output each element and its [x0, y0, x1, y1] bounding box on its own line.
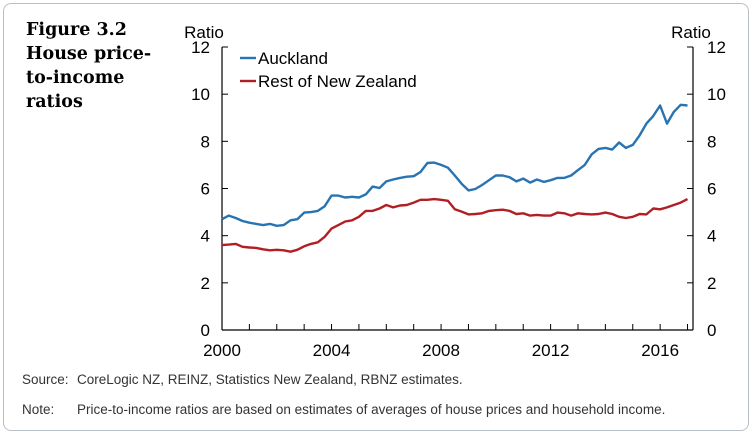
y-axis-label-left: Ratio: [184, 23, 224, 42]
y-tick-label-left: 10: [191, 85, 210, 104]
y-tick-label-right: 0: [707, 321, 716, 340]
figure-number: Figure 3.2: [26, 20, 127, 40]
source-row: Source: CoreLogic NZ, REINZ, Statistics N…: [22, 372, 665, 394]
y-tick-label-right: 8: [707, 132, 716, 151]
figure-title: Figure 3.2 House price-to-income ratios: [26, 18, 176, 114]
series-line-rest-of-new-zealand: [221, 197, 689, 253]
y-tick-label-left: 0: [201, 321, 210, 340]
note-text: Price-to-income ratios are based on esti…: [77, 402, 666, 417]
source-label: Source:: [22, 372, 69, 387]
chart-series: [221, 103, 689, 253]
figure-title-text: House price-to-income ratios: [26, 44, 152, 112]
x-tick-label: 2012: [532, 341, 570, 360]
y-tick-label-left: 4: [201, 227, 210, 246]
y-tick-label-right: 12: [707, 38, 726, 57]
chart-legend: Auckland Rest of New Zealand: [240, 49, 417, 91]
figure-notes: Source: CoreLogic NZ, REINZ, Statistics N…: [22, 372, 665, 424]
y-tick-label-right: 2: [707, 274, 716, 293]
y-tick-label-left: 2: [201, 274, 210, 293]
y-axis-label-right: Ratio: [671, 23, 711, 42]
x-tick-label: 2008: [422, 341, 460, 360]
x-tick-label: 2004: [313, 341, 351, 360]
y-tick-label-right: 6: [707, 180, 716, 199]
series-line-auckland: [221, 103, 688, 227]
x-tick-label: 2000: [203, 341, 241, 360]
y-tick-label-right: 4: [707, 227, 716, 246]
y-tick-label-left: 6: [201, 180, 210, 199]
x-tick-label: 2016: [641, 341, 679, 360]
y-tick-label-right: 10: [707, 85, 726, 104]
y-tick-label-left: 8: [201, 132, 210, 151]
source-text: CoreLogic NZ, REINZ, Statistics New Zeal…: [77, 372, 463, 387]
legend-label: Rest of New Zealand: [258, 72, 417, 91]
y-tick-label-left: 12: [191, 38, 210, 57]
note-label: Note:: [22, 402, 55, 417]
note-row: Note: Price-to-income ratios are based on…: [22, 402, 665, 424]
legend-label: Auckland: [258, 49, 328, 68]
